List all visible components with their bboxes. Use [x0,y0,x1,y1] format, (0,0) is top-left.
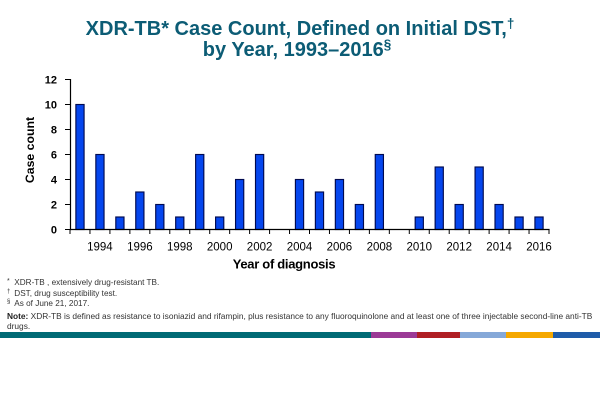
svg-text:Case count: Case count [23,117,37,183]
svg-text:1994: 1994 [87,241,113,253]
svg-text:Year of diagnosis: Year of diagnosis [233,256,336,271]
svg-text:10: 10 [45,100,57,112]
svg-text:2012: 2012 [446,241,472,253]
svg-text:2002: 2002 [247,241,273,253]
svg-text:2010: 2010 [407,241,433,253]
svg-text:2014: 2014 [486,241,512,253]
svg-text:6: 6 [51,150,57,162]
svg-text:2008: 2008 [367,241,393,253]
svg-text:8: 8 [51,125,57,137]
svg-text:2000: 2000 [207,241,233,253]
svg-text:2004: 2004 [287,241,313,253]
svg-text:2016: 2016 [526,241,552,253]
svg-text:1998: 1998 [167,241,193,253]
svg-text:0: 0 [51,225,57,237]
svg-text:1996: 1996 [127,241,153,253]
svg-text:12: 12 [45,75,57,87]
svg-text:2: 2 [51,200,57,212]
svg-text:2006: 2006 [327,241,353,253]
svg-text:4: 4 [51,175,58,187]
